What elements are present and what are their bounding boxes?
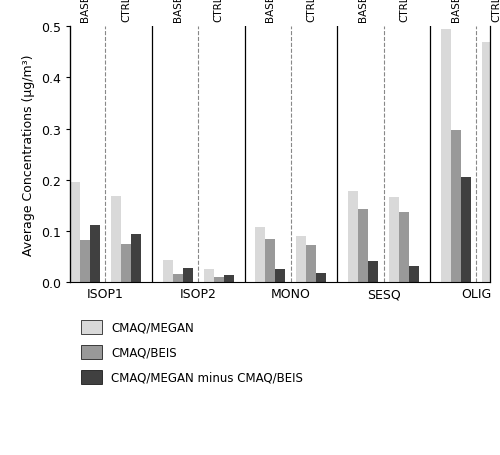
Bar: [90, 225, 100, 282]
Bar: [182, 268, 192, 282]
Bar: [224, 275, 234, 282]
Bar: [368, 262, 378, 282]
Bar: [399, 212, 409, 282]
Bar: [461, 177, 471, 282]
Bar: [306, 245, 316, 282]
Bar: [131, 234, 141, 282]
Bar: [111, 197, 121, 282]
Bar: [389, 198, 399, 282]
Text: CTRL: CTRL: [214, 0, 224, 22]
Legend: CMAQ/MEGAN, CMAQ/BEIS, CMAQ/MEGAN minus CMAQ/BEIS: CMAQ/MEGAN, CMAQ/BEIS, CMAQ/MEGAN minus …: [76, 315, 308, 389]
Bar: [121, 245, 131, 282]
Bar: [451, 131, 461, 282]
Bar: [266, 240, 276, 282]
Text: CTRL: CTRL: [121, 0, 131, 22]
Bar: [80, 240, 90, 282]
Text: BASE: BASE: [358, 0, 368, 22]
Text: BASE: BASE: [80, 0, 90, 22]
Bar: [296, 236, 306, 282]
Bar: [441, 30, 451, 282]
Bar: [214, 277, 224, 282]
Bar: [358, 209, 368, 282]
Bar: [162, 261, 172, 282]
Y-axis label: Average Concentrations (μg/m³): Average Concentrations (μg/m³): [22, 54, 36, 255]
Bar: [204, 270, 214, 282]
Bar: [70, 183, 80, 282]
Text: BASE: BASE: [172, 0, 182, 22]
Text: BASE: BASE: [266, 0, 276, 22]
Bar: [172, 274, 182, 282]
Bar: [256, 228, 266, 282]
Text: CTRL: CTRL: [306, 0, 316, 22]
Bar: [482, 43, 492, 282]
Bar: [409, 267, 419, 282]
Bar: [492, 137, 500, 282]
Text: CTRL: CTRL: [399, 0, 409, 22]
Bar: [348, 192, 358, 282]
Text: BASE: BASE: [451, 0, 461, 22]
Bar: [316, 273, 326, 282]
Bar: [276, 270, 285, 282]
Text: CTRL: CTRL: [492, 0, 500, 22]
